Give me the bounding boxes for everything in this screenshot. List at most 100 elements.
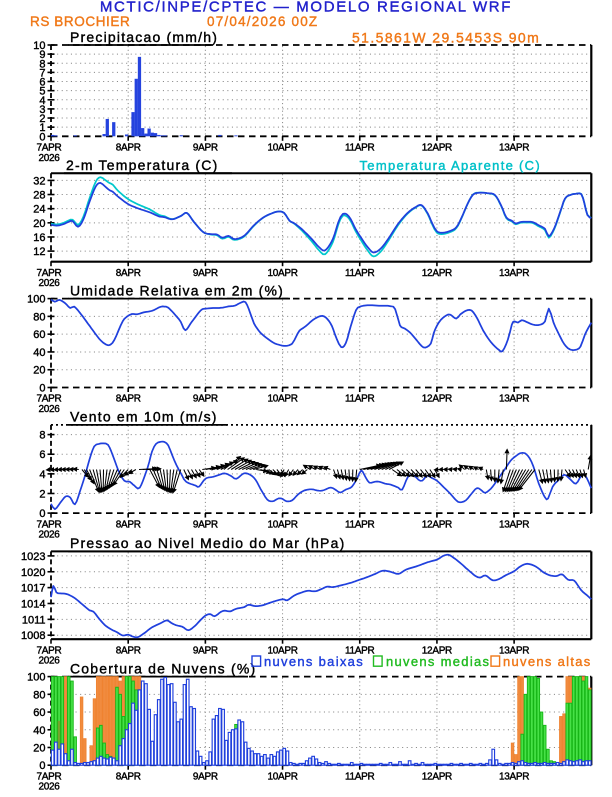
svg-text:2026: 2026 [38, 782, 60, 792]
svg-text:MCTIC/INPE/CPTEC — MODELO REGI: MCTIC/INPE/CPTEC — MODELO REGIONAL WRF [100, 0, 512, 16]
svg-text:60: 60 [33, 707, 45, 719]
svg-text:nuvens baixas: nuvens baixas [264, 654, 364, 669]
svg-text:13APR: 13APR [499, 519, 529, 530]
svg-text:1023: 1023 [21, 551, 45, 563]
svg-text:7APR: 7APR [37, 143, 62, 154]
svg-text:1: 1 [39, 122, 45, 134]
svg-text:20: 20 [33, 218, 45, 230]
svg-text:8APR: 8APR [116, 143, 141, 154]
svg-text:100: 100 [27, 294, 45, 306]
svg-text:Pressao ao Nivel Medio do Mar: Pressao ao Nivel Medio do Mar (hPa) [70, 535, 345, 551]
svg-text:07/04/2026 00Z: 07/04/2026 00Z [207, 14, 318, 29]
svg-text:9APR: 9APR [193, 645, 218, 656]
svg-text:8: 8 [39, 430, 45, 442]
svg-text:9APR: 9APR [193, 394, 218, 405]
svg-text:2026: 2026 [38, 530, 60, 541]
svg-text:10APR: 10APR [268, 519, 298, 530]
svg-text:5: 5 [39, 86, 45, 98]
svg-text:7APR: 7APR [37, 394, 62, 405]
svg-text:2026: 2026 [38, 656, 60, 667]
svg-text:0: 0 [39, 131, 45, 143]
svg-text:1017: 1017 [21, 583, 45, 595]
svg-text:12APR: 12APR [422, 143, 452, 154]
svg-text:7APR: 7APR [37, 519, 62, 530]
svg-text:3: 3 [39, 104, 45, 116]
svg-text:12APR: 12APR [422, 771, 452, 782]
svg-text:11APR: 11APR [345, 143, 375, 154]
svg-text:8APR: 8APR [116, 394, 141, 405]
svg-text:Umidade Relativa em 2m (%): Umidade Relativa em 2m (%) [70, 282, 284, 298]
svg-text:10APR: 10APR [268, 645, 298, 656]
svg-text:1014: 1014 [21, 599, 45, 611]
svg-text:7: 7 [39, 67, 45, 79]
svg-text:12: 12 [33, 246, 45, 258]
svg-text:8APR: 8APR [116, 771, 141, 782]
svg-text:12APR: 12APR [422, 645, 452, 656]
svg-text:11APR: 11APR [345, 268, 375, 279]
svg-text:4: 4 [39, 95, 45, 107]
svg-text:10APR: 10APR [268, 143, 298, 154]
svg-text:11APR: 11APR [345, 519, 375, 530]
svg-text:11APR: 11APR [345, 645, 375, 656]
svg-text:8APR: 8APR [116, 519, 141, 530]
svg-text:12APR: 12APR [422, 519, 452, 530]
svg-text:nuvens medias: nuvens medias [386, 654, 490, 669]
svg-text:13APR: 13APR [499, 645, 529, 656]
svg-text:9APR: 9APR [193, 143, 218, 154]
svg-text:6: 6 [39, 449, 45, 461]
svg-text:10APR: 10APR [268, 268, 298, 279]
svg-text:11APR: 11APR [345, 394, 375, 405]
svg-text:13APR: 13APR [499, 771, 529, 782]
svg-text:20: 20 [33, 743, 45, 755]
svg-text:1011: 1011 [22, 614, 46, 626]
svg-text:80: 80 [33, 689, 45, 701]
svg-text:2026: 2026 [38, 278, 60, 289]
svg-text:2: 2 [39, 489, 45, 501]
svg-text:13APR: 13APR [499, 143, 529, 154]
svg-text:9APR: 9APR [193, 268, 218, 279]
svg-text:7APR: 7APR [37, 268, 62, 279]
svg-text:0: 0 [39, 383, 45, 395]
svg-text:7APR: 7APR [37, 771, 62, 782]
svg-text:Cobertura de Nuvens (%): Cobertura de Nuvens (%) [70, 660, 256, 676]
svg-text:0: 0 [39, 760, 45, 772]
svg-text:16: 16 [33, 232, 45, 244]
svg-text:10APR: 10APR [268, 394, 298, 405]
svg-text:8: 8 [39, 58, 45, 70]
svg-text:80: 80 [33, 311, 45, 323]
svg-text:9APR: 9APR [193, 519, 218, 530]
svg-text:12APR: 12APR [422, 268, 452, 279]
svg-text:24: 24 [33, 204, 45, 216]
svg-text:9APR: 9APR [193, 771, 218, 782]
svg-text:Temperatura Aparente (C): Temperatura Aparente (C) [360, 158, 542, 173]
svg-text:nuvens altas: nuvens altas [503, 654, 592, 669]
svg-text:1020: 1020 [21, 567, 45, 579]
svg-text:8APR: 8APR [116, 268, 141, 279]
svg-text:10: 10 [33, 40, 45, 52]
svg-text:2026: 2026 [38, 404, 60, 415]
svg-text:2: 2 [39, 113, 45, 125]
svg-text:12APR: 12APR [422, 394, 452, 405]
svg-text:40: 40 [33, 725, 45, 737]
svg-text:0: 0 [39, 508, 45, 520]
svg-text:RS BROCHIER: RS BROCHIER [30, 14, 130, 29]
svg-text:2-m Temperatura (C): 2-m Temperatura (C) [66, 157, 218, 173]
svg-text:Precipitacao (mm/h): Precipitacao (mm/h) [70, 29, 218, 45]
svg-text:60: 60 [33, 329, 45, 341]
svg-text:8APR: 8APR [116, 645, 141, 656]
svg-text:28: 28 [33, 190, 45, 202]
svg-text:Vento em 10m (m/s): Vento em 10m (m/s) [70, 409, 218, 425]
svg-text:20: 20 [33, 365, 45, 377]
svg-text:32: 32 [33, 175, 45, 187]
svg-text:1008: 1008 [21, 630, 45, 642]
svg-text:51.5861W 29.5453S 90m: 51.5861W 29.5453S 90m [352, 30, 540, 46]
svg-text:13APR: 13APR [499, 268, 529, 279]
svg-text:100: 100 [27, 672, 45, 684]
svg-text:2026: 2026 [38, 153, 60, 164]
svg-text:7APR: 7APR [37, 645, 62, 656]
svg-text:13APR: 13APR [499, 394, 529, 405]
svg-text:11APR: 11APR [345, 771, 375, 782]
svg-text:4: 4 [39, 469, 45, 481]
svg-text:10APR: 10APR [268, 771, 298, 782]
svg-text:9: 9 [39, 49, 45, 61]
